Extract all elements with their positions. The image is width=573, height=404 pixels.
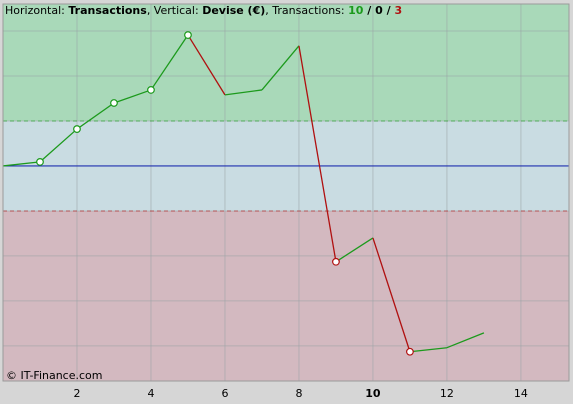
point-marker bbox=[147, 86, 155, 94]
plot-frame bbox=[2, 3, 570, 382]
title-part: 0 bbox=[375, 4, 383, 17]
line-segment bbox=[39, 128, 78, 163]
line-segment bbox=[2, 161, 41, 167]
line-segment bbox=[298, 45, 337, 262]
x-tick-label: 6 bbox=[221, 387, 228, 400]
chart-title: Horizontal: Transactions, Vertical: Devi… bbox=[5, 4, 402, 17]
line-segment bbox=[261, 45, 300, 91]
line-segment bbox=[113, 89, 152, 104]
title-part: 3 bbox=[394, 4, 402, 17]
title-part: , Vertical: bbox=[147, 4, 202, 17]
line-segment bbox=[446, 332, 485, 349]
line-segment bbox=[76, 102, 115, 130]
x-tick-label: 12 bbox=[440, 387, 454, 400]
copyright: © IT-Finance.com bbox=[6, 369, 103, 382]
point-marker bbox=[184, 31, 192, 39]
point-marker bbox=[36, 158, 44, 166]
point-marker bbox=[406, 347, 414, 356]
title-part: / bbox=[383, 4, 395, 17]
point-marker bbox=[73, 125, 81, 133]
title-part: Transactions bbox=[68, 4, 147, 17]
line-segment bbox=[372, 237, 411, 352]
point-marker bbox=[110, 99, 118, 107]
title-part: 10 bbox=[348, 4, 364, 17]
x-tick-label: 8 bbox=[295, 387, 302, 400]
line-segment bbox=[335, 237, 374, 263]
x-tick-label: 2 bbox=[73, 387, 80, 400]
line-segment bbox=[187, 34, 226, 96]
x-tick-label: 10 bbox=[365, 387, 381, 400]
title-part: , Transactions: bbox=[265, 4, 348, 17]
lower-zone bbox=[3, 210, 569, 381]
title-part: / bbox=[363, 4, 375, 17]
x-tick-label: 4 bbox=[147, 387, 154, 400]
upper-zone bbox=[3, 4, 569, 121]
line-segment bbox=[409, 347, 447, 353]
title-part: Devise (€) bbox=[202, 4, 265, 17]
line-segment bbox=[150, 34, 189, 91]
point-marker bbox=[332, 257, 340, 266]
x-tick-label: 14 bbox=[514, 387, 528, 400]
title-part: Horizontal: bbox=[5, 4, 68, 17]
line-segment bbox=[224, 89, 263, 96]
